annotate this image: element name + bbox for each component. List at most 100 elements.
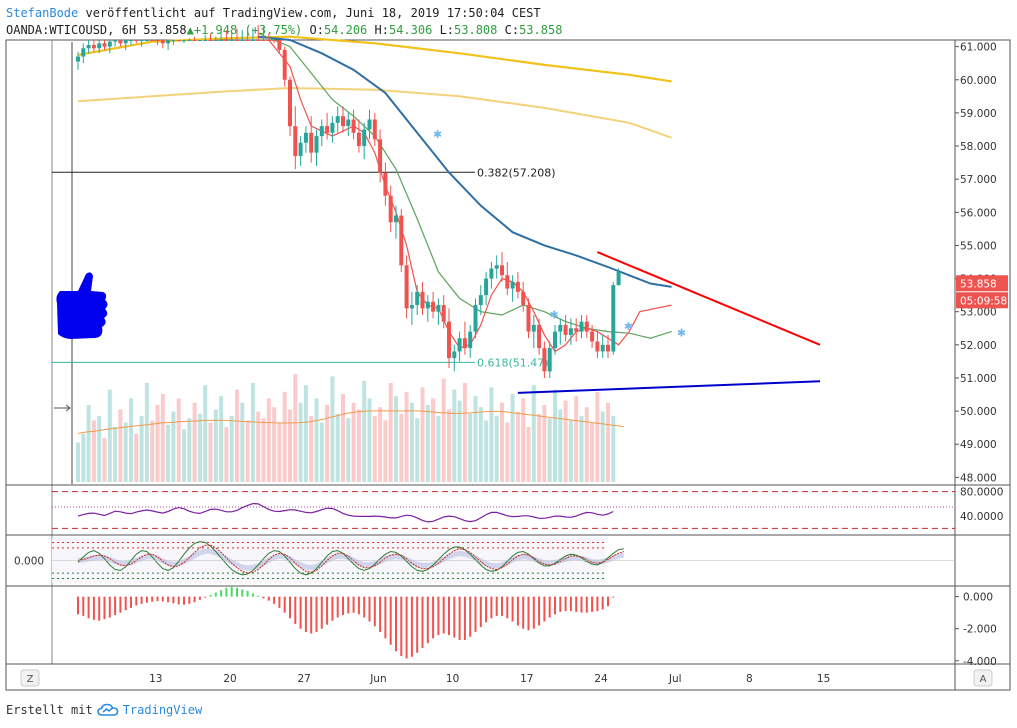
histogram-bar <box>379 597 381 632</box>
candle-body <box>103 43 107 46</box>
volume-bar <box>203 385 207 482</box>
candle-body <box>124 40 128 43</box>
histogram-bar <box>549 597 551 618</box>
histogram-bar <box>141 597 143 604</box>
candle-body <box>246 40 250 41</box>
candle-body <box>336 116 340 123</box>
histogram-bar <box>443 597 445 634</box>
histogram-bar <box>183 597 185 605</box>
histogram-bar <box>374 597 376 627</box>
volume-bar <box>590 423 594 482</box>
tradingview-brand[interactable]: TradingView <box>123 703 202 717</box>
volume-bar <box>479 407 483 482</box>
histogram-bar <box>119 597 121 613</box>
candle-body <box>224 40 228 41</box>
candle-body <box>537 325 541 348</box>
histogram-bar <box>241 589 243 596</box>
candle-body <box>256 40 260 41</box>
volume-bar <box>468 414 472 482</box>
volume-bar <box>140 416 144 482</box>
candle-body <box>267 40 271 41</box>
candle-body <box>113 40 117 42</box>
volume-bar <box>76 442 80 482</box>
time-tick-label: Jul <box>668 673 682 685</box>
oscillator-pane: 0.000 <box>14 538 955 583</box>
histogram-bar <box>316 597 318 632</box>
candle-body <box>187 40 191 41</box>
histogram-pane: 0.000-2.000-4.000 <box>77 587 997 668</box>
time-tick-label: 10 <box>446 673 459 685</box>
candle-body <box>140 40 144 41</box>
moving-averages <box>78 33 672 351</box>
volume-bar <box>230 416 234 482</box>
candlesticks: ✱✱ ✱✱ <box>76 25 686 378</box>
auto-scale-icon: A <box>980 674 987 685</box>
volume-bar <box>187 418 191 482</box>
candle-body <box>436 305 440 312</box>
histogram-bar <box>528 597 530 631</box>
candle-body <box>532 325 536 332</box>
volume-bar <box>182 429 186 482</box>
candle-body <box>580 322 584 332</box>
trendline-support <box>518 381 820 393</box>
volume-bar <box>505 423 509 482</box>
time-tick-label: 20 <box>223 673 236 685</box>
sma-blue <box>258 37 671 287</box>
volume-bar <box>527 427 531 482</box>
histogram-bar <box>220 590 222 596</box>
histogram-bar <box>384 597 386 639</box>
candle-body <box>421 292 425 309</box>
candle-body <box>166 40 170 43</box>
histogram-bar <box>416 597 418 653</box>
volume-bar <box>219 396 223 482</box>
candle-body <box>378 139 382 172</box>
candle-body <box>399 216 403 266</box>
volume-bar <box>357 409 361 482</box>
volume-bar <box>352 403 356 482</box>
histogram-bar <box>480 597 482 627</box>
histogram-bar <box>273 597 275 604</box>
volume-bar <box>383 420 387 482</box>
volume-bar <box>431 398 435 482</box>
candle-body <box>500 265 504 275</box>
histogram-bar <box>607 597 609 607</box>
candle-body <box>542 348 546 371</box>
volume-bar <box>124 423 128 482</box>
volume-bar <box>484 420 488 482</box>
event-marker-icon: ✱ <box>624 318 633 334</box>
volume-bar <box>537 414 541 482</box>
volume-bars <box>76 374 624 482</box>
candle-body <box>484 279 488 296</box>
volume-bar <box>330 376 334 482</box>
candle-body <box>585 322 589 332</box>
volume-bar <box>495 416 499 482</box>
volume-bar <box>325 405 329 482</box>
candle-body <box>214 40 218 41</box>
histogram-bar <box>411 597 413 657</box>
footer: Erstellt mit TradingView <box>6 703 202 717</box>
volume-bar <box>156 405 160 482</box>
candle-body <box>595 342 599 352</box>
volume-bar <box>113 427 117 482</box>
candle-body <box>611 285 615 351</box>
volume-bar <box>452 390 456 482</box>
candle-body <box>479 295 483 305</box>
candle-body <box>293 126 297 156</box>
price-tick-label: 53.000 <box>960 307 997 319</box>
volume-bar <box>103 438 107 482</box>
volume-bar <box>209 423 213 482</box>
volume-bar <box>198 414 202 482</box>
volume-bar <box>299 403 303 482</box>
volume-bar <box>277 423 281 482</box>
price-tick-label: 55.000 <box>960 240 997 252</box>
candle-body <box>389 196 393 223</box>
volume-bar <box>580 416 584 482</box>
histogram-bar <box>427 597 429 644</box>
volume-bar <box>521 398 525 482</box>
candle-body <box>315 136 319 153</box>
histogram-bar <box>157 597 159 601</box>
histogram-bar <box>104 597 106 619</box>
chart-canvas[interactable]: 0.382(57.208) 0.618(51.47) ✱ ✱ ✱ ✱ 80.0000 40… <box>0 0 1017 700</box>
time-tick-label: 8 <box>746 673 753 685</box>
histogram-bar <box>289 597 291 619</box>
